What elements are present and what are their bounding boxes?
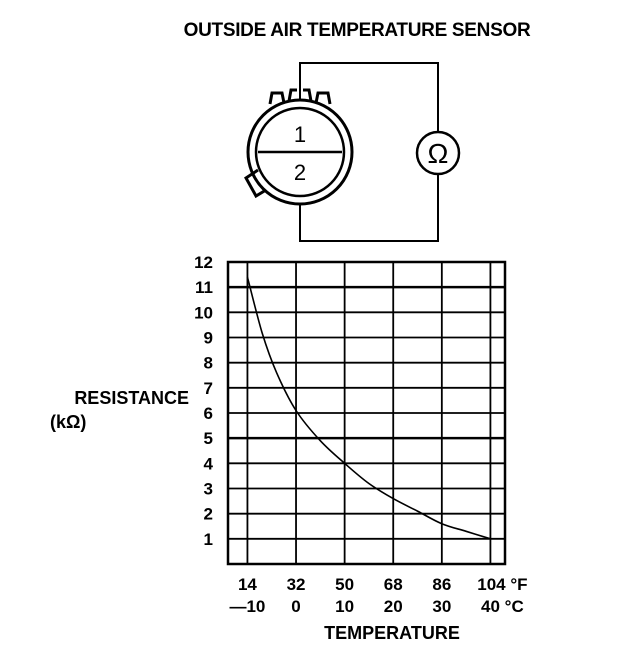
pin-2-label: 2 [294, 160, 306, 185]
y-tick-label: 5 [204, 429, 213, 448]
x-tick-label-celsius: 30 [432, 597, 451, 616]
ohmmeter-body [415, 130, 461, 176]
x-tick-label-fahrenheit: 86 [432, 575, 451, 594]
y-tick-label: 8 [204, 354, 213, 373]
y-tick-label: 9 [204, 329, 213, 348]
y-tick-label: 11 [195, 278, 213, 297]
x-tick-label-fahrenheit: 14 [238, 575, 257, 594]
y-tick-label: 4 [204, 454, 214, 473]
y-tick-label: 6 [204, 404, 213, 423]
y-axis-unit: (kΩ) [50, 412, 86, 432]
x-tick-label-celsius: 0 [291, 597, 300, 616]
y-tick-label: 10 [194, 303, 213, 322]
x-tick-label-fahrenheit: 32 [287, 575, 306, 594]
diagram-title: OUTSIDE AIR TEMPERATURE SENSOR [184, 20, 531, 41]
y-tick-labels: 12 11 10 9 8 7 6 5 4 3 2 1 [194, 253, 213, 549]
sensor-connector: 1 2 [244, 88, 354, 206]
y-tick-label: 7 [204, 379, 213, 398]
y-tick-label: 1 [204, 530, 213, 549]
y-axis-label: RESISTANCE [74, 388, 189, 408]
x-axis-label: TEMPERATURE [324, 623, 460, 643]
x-tick-label-celsius: 20 [384, 597, 403, 616]
x-tick-label-fahrenheit: 104 °F [477, 575, 527, 594]
ohmmeter: Ω [415, 130, 461, 176]
ohm-symbol: Ω [428, 138, 449, 169]
pin-1-label: 1 [294, 122, 306, 147]
x-tick-labels: 14 —10 32 0 50 10 68 20 86 30 104 °F 40 °C [229, 575, 527, 616]
connector-tabs [268, 88, 332, 105]
connector-key [244, 168, 267, 199]
x-tick-label-celsius: 40 °C [481, 597, 524, 616]
y-tick-label: 2 [204, 505, 213, 524]
resistance-curve [246, 276, 491, 540]
connector-inner-ring [254, 106, 346, 198]
y-tick-label: 12 [194, 253, 213, 272]
chart-grid [226, 260, 507, 566]
y-tick-label: 3 [204, 480, 213, 499]
wire-pin-2 [299, 174, 439, 242]
wire-pin-1 [299, 62, 439, 132]
x-tick-label-fahrenheit: 68 [384, 575, 403, 594]
x-tick-label-celsius: —10 [229, 597, 265, 616]
x-tick-label-celsius: 10 [335, 597, 354, 616]
x-tick-label-fahrenheit: 50 [335, 575, 354, 594]
ohmmeter-wiring [299, 62, 439, 242]
